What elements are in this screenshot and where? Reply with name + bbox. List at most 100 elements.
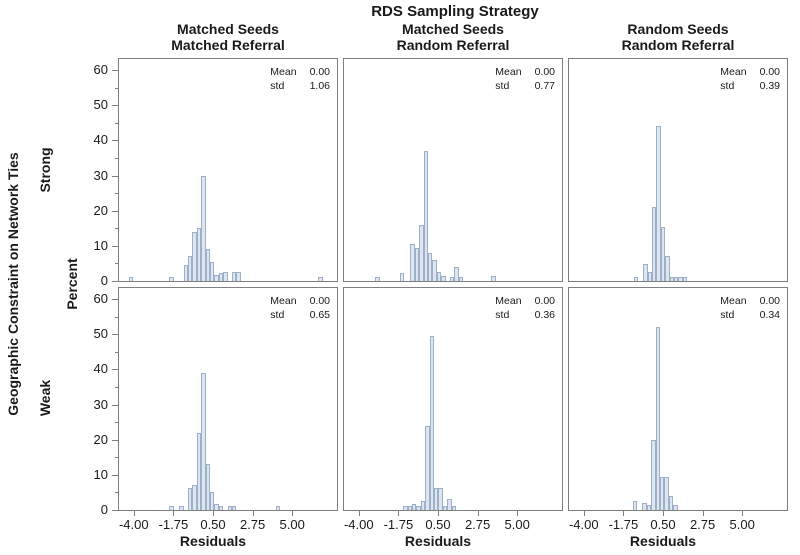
column-header-line1: Matched Seeds [177, 21, 279, 37]
histogram-bar [205, 249, 210, 281]
y-minor-tick [115, 122, 118, 124]
y-minor-tick [115, 193, 118, 195]
x-tick-label: 0.50 [650, 517, 676, 532]
histogram-bar [231, 272, 237, 281]
histogram-bar [491, 276, 496, 281]
stat-std-value: 0.39 [759, 80, 780, 93]
stat-mean-value: 0.00 [534, 295, 555, 307]
histogram-bar [214, 503, 219, 510]
histogram-bar [660, 227, 666, 281]
x-tick-label: 2.75 [239, 517, 266, 532]
histogram-bar [419, 224, 424, 281]
y-tick [112, 245, 118, 247]
row-label-strong: Strong [37, 147, 53, 193]
y-tick-label: 50 [93, 97, 108, 113]
stat-mean-label: Mean [495, 66, 522, 78]
histogram-bar [169, 276, 174, 281]
y-minor-tick [115, 386, 118, 388]
x-tick [742, 511, 744, 516]
histogram-bar [407, 506, 413, 510]
histogram-bar [652, 207, 657, 281]
y-tick-label: 20 [93, 431, 108, 447]
y-tick [112, 439, 118, 441]
histogram-bar [416, 506, 421, 510]
histogram-bar [458, 276, 464, 281]
y-tick [112, 404, 118, 406]
panel-stats: Mean 0.00 std 0.39 [720, 66, 780, 93]
x-tick-label: 5.00 [279, 517, 305, 532]
y-tick [112, 334, 118, 336]
y-tick [112, 369, 118, 371]
x-tick [623, 511, 625, 516]
histogram-bar [196, 432, 202, 510]
histogram-bar [410, 244, 415, 281]
x-tick-label: 5.00 [504, 517, 530, 532]
stat-mean-label: Mean [720, 295, 747, 307]
stat-std-value: 1.06 [309, 80, 330, 93]
histogram-panel-weak-col2: Mean 0.00 std 0.36 [343, 287, 563, 511]
histogram-bar [236, 272, 241, 281]
histogram-panel-strong-col3: Mean 0.00 std 0.39 [568, 58, 788, 282]
stat-mean-label: Mean [495, 295, 522, 307]
histogram-bar [674, 277, 679, 281]
column-header-line2: Random Referral [621, 36, 735, 53]
y-minor-tick [115, 157, 118, 159]
stat-std-value: 0.36 [534, 309, 555, 322]
x-tick-label: -1.75 [383, 517, 414, 532]
histogram-bar [442, 506, 448, 510]
x-tick [517, 511, 519, 516]
x-tick-label: -4.00 [568, 517, 599, 532]
row-dimension-label: Geographic Constraint on Network Ties [5, 152, 21, 416]
stat-std-value: 0.34 [759, 309, 780, 322]
y-tick [112, 210, 118, 212]
histogram-bar [223, 272, 228, 281]
y-tick [112, 140, 118, 142]
x-tick-label: 0.50 [425, 517, 451, 532]
histogram-bar [169, 505, 174, 510]
x-tick [398, 511, 400, 516]
column-header-line2: Random Referral [396, 36, 510, 53]
histogram-panel-strong-col2: Mean 0.00 std 0.77 [343, 58, 563, 282]
histogram-bar [227, 505, 232, 510]
histogram-bar [432, 259, 437, 281]
histogram-bar [451, 506, 457, 510]
histogram-bar [209, 492, 215, 510]
histogram-bar [669, 277, 675, 281]
histogram-bar [665, 256, 670, 281]
stat-mean-value: 0.00 [759, 295, 780, 307]
x-tick [292, 511, 294, 516]
histogram-bar [196, 228, 202, 281]
histogram-bar [399, 272, 405, 281]
y-minor-tick [115, 492, 118, 494]
y-minor-tick [115, 351, 118, 353]
x-tick-label: -4.00 [343, 517, 374, 532]
histogram-bar [425, 425, 430, 510]
x-tick-label: 2.75 [464, 517, 491, 532]
histogram-bar [682, 277, 688, 281]
x-tick-label: -1.75 [158, 517, 189, 532]
x-axis-label: Residuals [179, 533, 247, 549]
column-header-matched-random: Matched Seeds Random Referral [396, 21, 510, 53]
histogram-bar [664, 476, 669, 510]
histogram-bar [659, 476, 665, 510]
histogram-bar [441, 275, 446, 281]
y-minor-tick [115, 228, 118, 230]
x-tick-label: 0.50 [200, 517, 226, 532]
histogram-bar [633, 277, 638, 281]
y-tick [112, 299, 118, 300]
histogram-bar [438, 487, 443, 510]
y-minor-tick [115, 87, 118, 89]
chart-title: RDS Sampling Strategy [371, 3, 539, 20]
histogram-bar [187, 256, 193, 281]
y-tick [112, 474, 118, 476]
y-tick-label: 40 [93, 361, 108, 377]
histogram-bar [656, 126, 661, 281]
y-minor-tick [115, 457, 118, 459]
stat-mean-value: 0.00 [759, 66, 780, 78]
y-minor-tick [115, 422, 118, 424]
stat-std-label: std [495, 80, 510, 93]
x-tick-label: -1.75 [608, 517, 639, 532]
stat-std-value: 0.65 [309, 309, 330, 322]
histogram-bar [632, 500, 638, 510]
histogram-bar [642, 503, 647, 510]
